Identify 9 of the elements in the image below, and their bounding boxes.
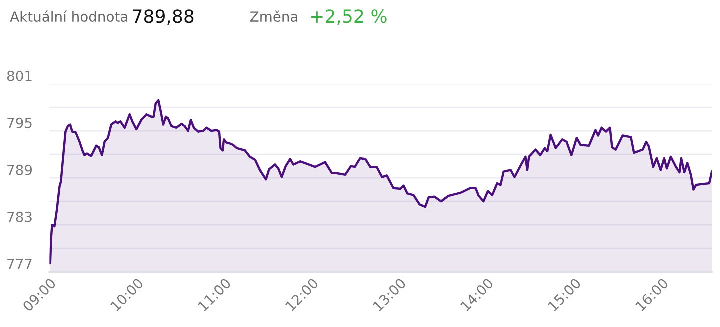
y-tick-label: 777 xyxy=(8,259,32,270)
text: 789,88 xyxy=(133,10,194,26)
y-tick-label: 801 xyxy=(7,70,32,82)
y-tick-label: 789 xyxy=(8,164,32,176)
y-tick-label: 795 xyxy=(8,118,32,128)
text: Aktuální hodnota xyxy=(10,10,128,22)
text: +2,52 % xyxy=(312,10,387,26)
text: Změna xyxy=(250,10,298,22)
y-tick-label: 783 xyxy=(8,212,32,222)
